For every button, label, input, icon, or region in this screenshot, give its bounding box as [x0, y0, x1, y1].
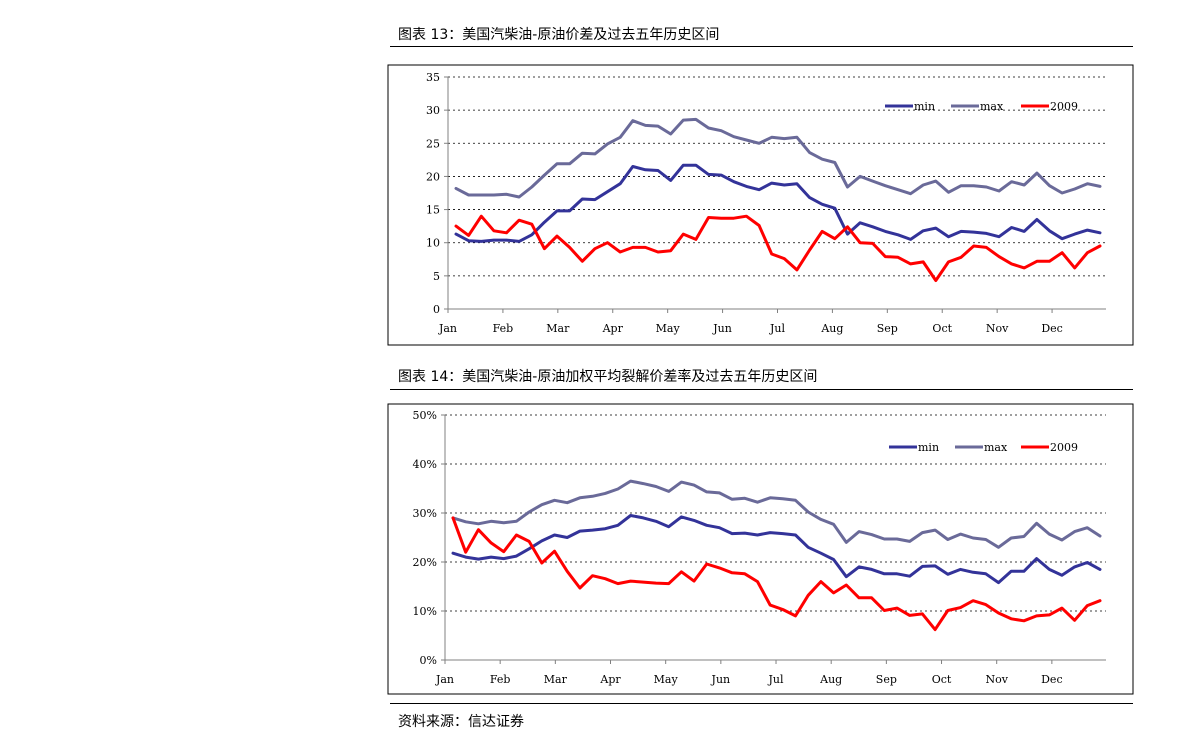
chart1: 0 5 10 15 20 25 30 35 Jan Feb Mar Apr May Jun Jul Aug Se… [387, 64, 1134, 346]
source-note: 资料来源：信达证券 [398, 714, 524, 730]
y-tick-label: 0% [420, 654, 437, 667]
y-tick-label: 10% [413, 605, 437, 618]
chart-frame [387, 64, 1134, 346]
chart2: 0% 10% 20% 30% 40% 50% Jan Feb Mar Apr May Jun Jul Au… [387, 403, 1134, 695]
chart1-title: 图表 13：美国汽柴油-原油价差及过去五年历史区间 [398, 27, 720, 43]
x-tick-label: Jun [711, 673, 731, 686]
series-line-2009 [454, 214, 1102, 282]
x-tick-label: Mar [544, 673, 568, 686]
x-tick-label: Feb [490, 673, 511, 686]
series-line-2009 [451, 516, 1102, 632]
legend-label-max: max [984, 441, 1008, 454]
x-tick-label: Feb [493, 322, 514, 335]
legend-label-max: max [980, 100, 1004, 113]
y-tick-label: 40% [413, 458, 437, 471]
x-tick-label: Oct [932, 322, 952, 335]
x-tick-label: Jul [768, 673, 784, 686]
legend-label-min: min [914, 100, 935, 113]
x-tick-label: Oct [932, 673, 952, 686]
x-tick-label: Dec [1041, 322, 1063, 335]
series-line-max [451, 479, 1102, 549]
y-tick-label: 20 [426, 170, 440, 183]
legend-label-min: min [918, 441, 939, 454]
y-tick-label: 20% [413, 556, 437, 569]
x-tick-label: Aug [820, 322, 843, 335]
series-line-min [454, 163, 1102, 243]
y-tick-label: 15 [426, 204, 440, 217]
x-tick-label: Mar [546, 322, 570, 335]
x-tick-label: Dec [1041, 673, 1063, 686]
chart1-title-rule [390, 46, 1133, 47]
x-tick-label: Jun [712, 322, 732, 335]
x-tick-label: Nov [985, 673, 1008, 686]
x-tick-label: Jan [435, 673, 454, 686]
x-tick-label: May [654, 673, 679, 686]
series-line-max [454, 117, 1102, 199]
y-tick-label: 30% [413, 507, 437, 520]
y-tick-label: 30 [426, 104, 440, 117]
legend-label-2009: 2009 [1050, 100, 1078, 113]
y-tick-label: 25 [426, 137, 440, 150]
x-tick-label: May [656, 322, 681, 335]
y-tick-label: 5 [433, 270, 440, 283]
x-tick-label: Aug [819, 673, 842, 686]
y-tick-label: 10 [426, 237, 440, 250]
x-tick-label: Sep [877, 322, 898, 335]
legend-label-2009: 2009 [1050, 441, 1078, 454]
chart-frame [387, 403, 1134, 695]
y-tick-label: 50% [413, 409, 437, 422]
chart2-title: 图表 14：美国汽柴油-原油加权平均裂解价差率及过去五年历史区间 [398, 369, 818, 385]
x-tick-label: Jul [769, 322, 785, 335]
chart2-title-rule [390, 389, 1133, 390]
x-tick-label: Nov [986, 322, 1009, 335]
y-tick-label: 0 [433, 303, 440, 316]
y-tick-label: 35 [426, 71, 440, 84]
series-line-min [451, 514, 1102, 585]
x-tick-label: Jan [438, 322, 457, 335]
x-tick-label: Sep [876, 673, 897, 686]
x-tick-label: Apr [602, 322, 624, 335]
source-rule [390, 703, 1133, 704]
x-tick-label: Apr [599, 673, 621, 686]
